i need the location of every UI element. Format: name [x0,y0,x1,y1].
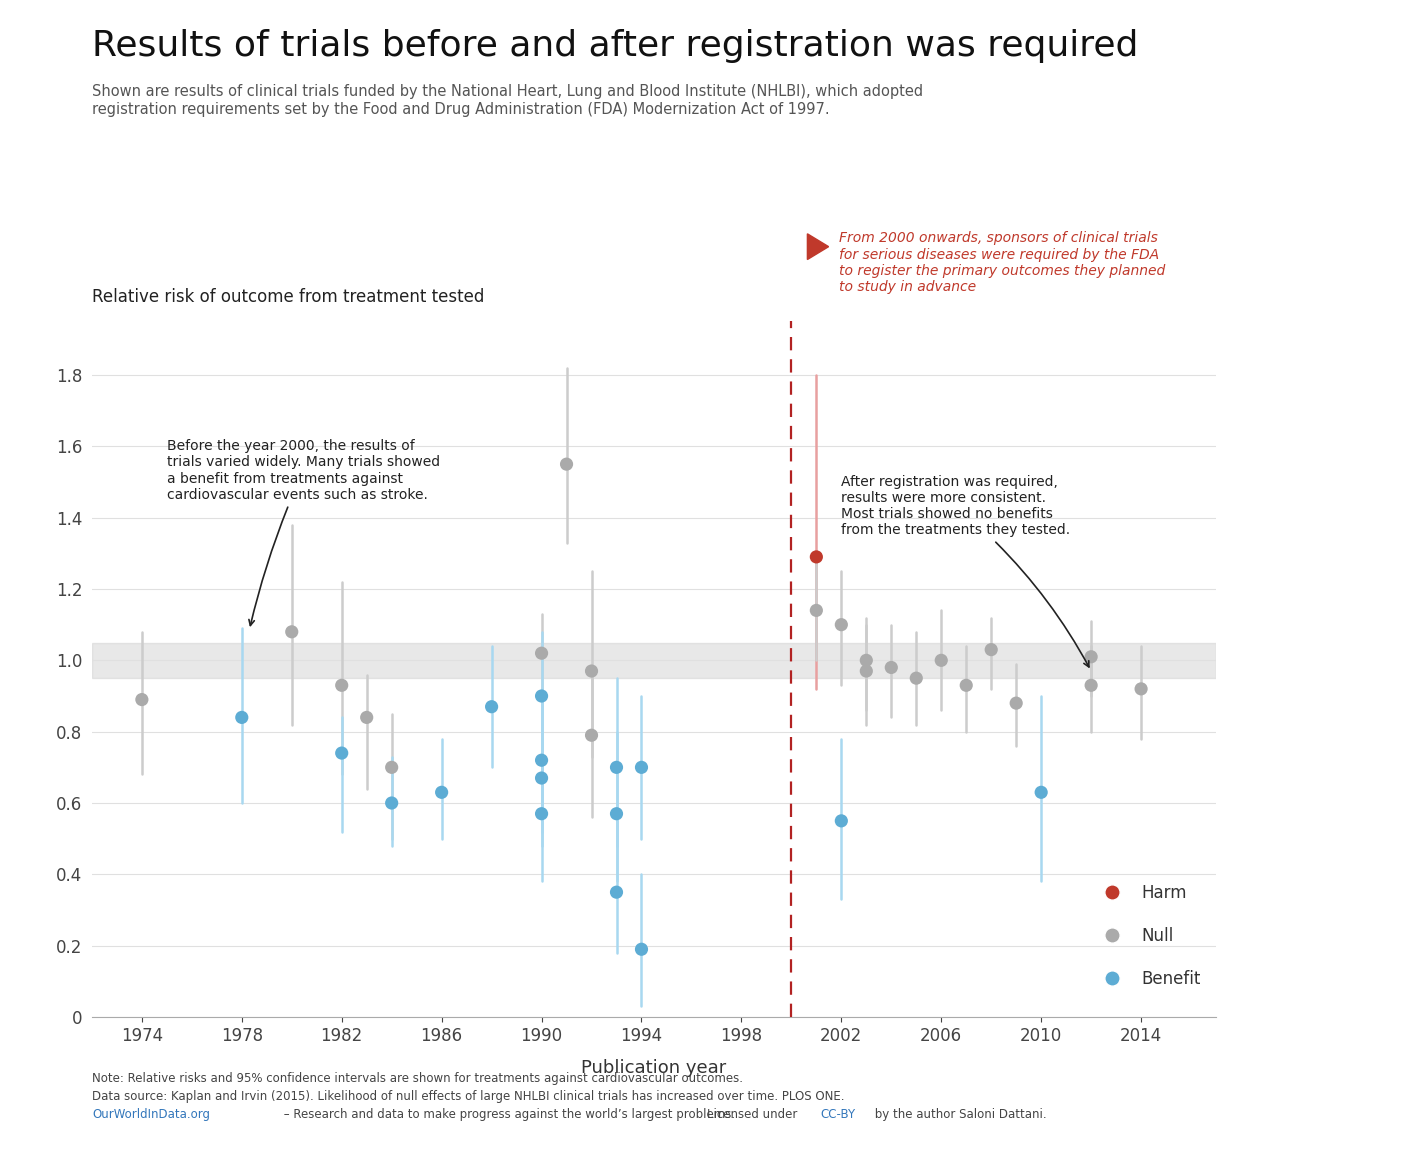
Point [880,658,902,677]
Text: Licensed under: Licensed under [707,1108,802,1121]
Point [605,758,628,776]
Point [1029,783,1052,802]
Text: Relative risk of outcome from treatment tested: Relative risk of outcome from treatment … [92,289,484,306]
Point [331,676,354,694]
Legend: Harm, Null, Benefit: Harm, Null, Benefit [1089,878,1208,995]
Point [530,769,553,788]
Text: CC-BY: CC-BY [820,1108,855,1121]
Point [280,622,303,641]
Text: – Research and data to make progress against the world’s largest problems.: – Research and data to make progress aga… [280,1108,735,1121]
Point [380,758,403,776]
Point [605,804,628,823]
Text: Results of trials before and after registration was required: Results of trials before and after regis… [92,29,1138,63]
Point [380,794,403,812]
Point [980,641,1003,659]
Point [855,651,878,670]
Text: Data source: Kaplan and Irvin (2015). Likelihood of null effects of large NHLBI : Data source: Kaplan and Irvin (2015). Li… [92,1090,844,1102]
Point [605,883,628,901]
Point [355,708,378,727]
Point [805,601,827,620]
Point [631,758,653,776]
Text: After registration was required,
results were more consistent.
Most trials showe: After registration was required, results… [841,475,1089,667]
Point [230,708,253,727]
Point [430,783,452,802]
Point [530,750,553,769]
Point [481,698,503,717]
Point [905,669,928,687]
Point [556,455,578,473]
Text: Our World: Our World [1254,57,1350,76]
Text: From 2000 onwards, sponsors of clinical trials
for serious diseases were require: From 2000 onwards, sponsors of clinical … [839,231,1165,295]
Text: Shown are results of clinical trials funded by the National Heart, Lung and Bloo: Shown are results of clinical trials fun… [92,84,923,117]
Text: in Data: in Data [1268,95,1336,112]
Point [1080,648,1103,666]
Text: Before the year 2000, the results of
trials varied widely. Many trials showed
a : Before the year 2000, the results of tri… [167,440,440,625]
Point [530,804,553,823]
Point [130,690,153,708]
Point [954,676,977,694]
X-axis label: Publication year: Publication year [581,1059,727,1077]
Point [530,644,553,663]
Text: Note: Relative risks and 95% confidence intervals are shown for treatments again: Note: Relative risks and 95% confidence … [92,1072,742,1085]
Point [1080,676,1103,694]
Text: by the author Saloni Dattani.: by the author Saloni Dattani. [871,1108,1046,1121]
Point [580,662,602,680]
Text: OurWorldInData.org: OurWorldInData.org [92,1108,209,1121]
Point [631,940,653,959]
Point [930,651,953,670]
Point [830,811,853,830]
Point [855,662,878,680]
Point [805,547,827,566]
Point [331,743,354,762]
Point [830,615,853,634]
Point [1130,679,1152,698]
Point [580,726,602,745]
Bar [92,643,1216,678]
Point [530,686,553,705]
Point [1005,693,1028,712]
